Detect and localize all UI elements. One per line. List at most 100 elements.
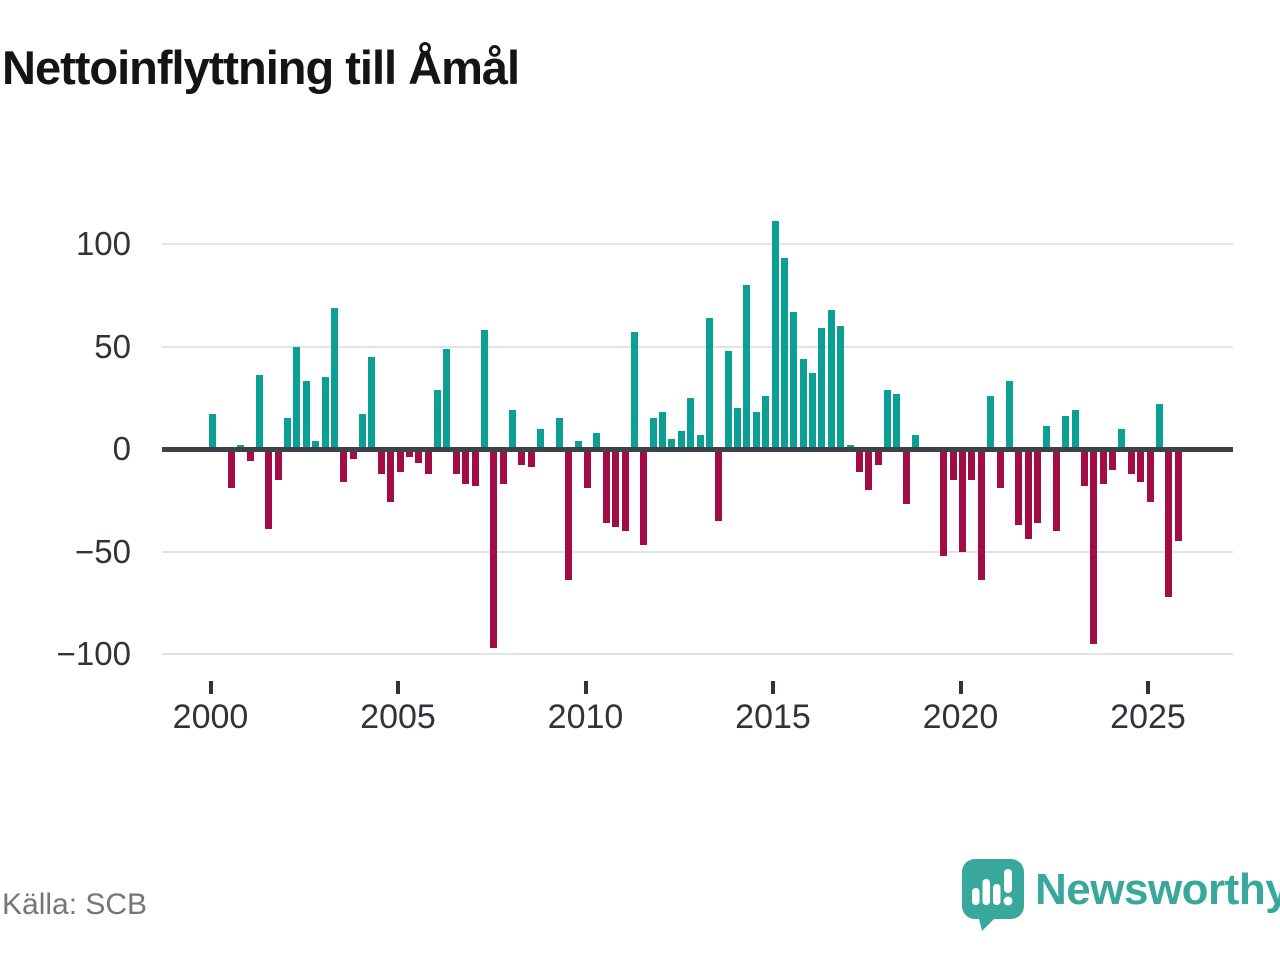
bar-2020Q2 [968,449,976,480]
bar-2019Q4 [949,449,957,480]
bar-2024Q1 [1109,449,1116,470]
x-axis-tick-mark [1146,681,1150,694]
x-axis-tick-label: 2015 [735,698,811,736]
bar-2020Q3 [977,449,985,581]
bar-2017Q4 [874,449,882,466]
bar-2004Q4 [387,449,395,503]
bar-2021Q1 [996,449,1004,488]
bar-2000Q1 [209,414,216,449]
x-axis-tick-mark [208,681,213,694]
bar-2013Q1 [696,434,704,449]
x-axis-tick-mark [396,681,400,694]
chart-title: Nettoinflyttning till Åmål [2,41,520,94]
bar-2015Q4 [799,358,807,449]
bar-2010Q1 [584,449,591,488]
bar-2009Q3 [565,449,573,581]
bar-2015Q3 [790,311,798,449]
bar-2003Q1 [321,377,329,449]
bar-2012Q1 [659,412,666,449]
x-axis-tick-mark [583,681,588,694]
bar-2021Q3 [1015,449,1023,525]
bar-2008Q4 [537,428,545,449]
y-axis-tick-label: 50 [94,327,131,365]
bar-2006Q2 [443,348,451,449]
bar-2007Q4 [499,449,507,484]
bar-2018Q4 [912,434,920,449]
bar-2014Q1 [734,408,741,449]
bar-2022Q1 [1034,449,1041,523]
bar-2008Q3 [527,449,535,468]
bar-2014Q4 [762,395,770,449]
bar-2011Q1 [621,449,629,531]
bar-2001Q4 [274,449,282,480]
bar-2022Q3 [1052,449,1060,531]
bar-2001Q3 [265,449,273,529]
bar-2022Q2 [1043,426,1051,449]
y-axis-tick-label: −50 [75,532,131,570]
bar-2003Q4 [349,449,357,460]
bar-2007Q2 [480,330,488,449]
bar-2016Q1 [809,373,816,449]
bar-2002Q2 [293,346,301,449]
bar-2003Q2 [330,307,338,449]
bar-2003Q3 [340,449,348,482]
bar-2002Q4 [312,440,320,449]
y-axis-tick-label: 100 [75,225,131,262]
bar-2007Q3 [490,449,498,648]
bar-2009Q4 [574,440,582,449]
bar-2024Q3 [1127,449,1135,474]
bar-2008Q1 [509,410,516,449]
bar-2018Q2 [893,393,901,449]
bar-2016Q4 [837,326,845,449]
bar-2013Q3 [715,449,723,521]
bar-2010Q3 [602,449,610,523]
bar-2006Q4 [462,449,470,484]
bar-2005Q4 [424,449,432,474]
bar-2004Q3 [377,449,385,474]
bar-2025Q1 [1146,449,1154,503]
gridline [162,550,1233,553]
bar-2002Q1 [284,418,291,449]
bar-2018Q3 [902,449,910,505]
x-axis-tick-label: 2025 [1110,698,1186,736]
bar-chart-speech-bubble-icon [962,859,1024,931]
bar-2020Q4 [987,395,995,449]
bar-2009Q2 [555,418,563,449]
x-axis-tick-mark [958,681,963,694]
bar-2020Q1 [959,449,966,552]
source-caption: Källa: SCB [2,888,148,921]
x-axis-tick-label: 2005 [360,698,436,736]
bar-2011Q2 [630,332,638,449]
bar-2016Q3 [827,309,835,449]
y-axis-tick-label: 0 [112,430,131,467]
y-axis-tick-label: −100 [56,635,131,672]
bar-2006Q3 [452,449,460,474]
bar-2022Q4 [1062,416,1070,449]
bar-2010Q2 [593,432,601,449]
newsworthy-logo: Newsworthy [961,858,1280,932]
bar-2024Q4 [1137,449,1145,482]
newsworthy-logo-text: Newsworthy [1035,865,1280,914]
bar-2016Q2 [818,328,826,449]
bar-2011Q3 [640,449,648,546]
x-axis-tick-label: 2000 [172,698,249,736]
bar-2015Q1 [771,221,779,449]
bar-2013Q4 [724,350,732,449]
gridline [162,653,1233,655]
bar-2002Q3 [302,381,310,449]
bar-2017Q3 [865,449,873,490]
bar-2005Q1 [396,449,404,472]
bar-2014Q2 [743,285,751,449]
gridline [162,243,1233,245]
bar-2012Q2 [668,438,676,449]
bar-2012Q4 [687,397,695,449]
bar-2023Q4 [1099,449,1107,484]
gridline [162,345,1233,348]
bar-2023Q2 [1080,449,1088,486]
bar-2008Q2 [518,449,526,466]
bar-2021Q2 [1005,381,1013,449]
bar-2019Q3 [940,449,948,556]
bar-2025Q4 [1174,449,1182,542]
